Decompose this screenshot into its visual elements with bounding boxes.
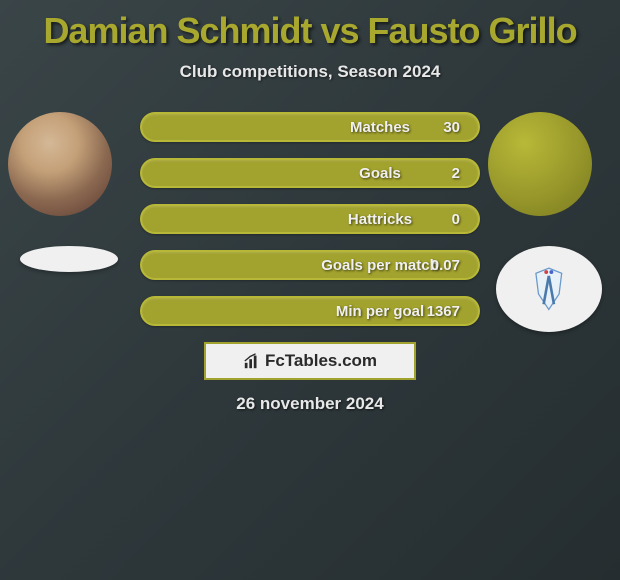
date-text: 26 november 2024 xyxy=(0,394,620,414)
brand-text: FcTables.com xyxy=(265,351,377,371)
stat-row: Matches 30 xyxy=(140,112,480,142)
stat-row: Goals 2 xyxy=(140,158,480,188)
stat-row: Goals per match 0.07 xyxy=(140,250,480,280)
stat-label: Goals xyxy=(142,165,478,182)
stat-label: Hattricks xyxy=(142,211,478,228)
stat-row: Hattricks 0 xyxy=(140,204,480,234)
stat-label: Matches xyxy=(142,119,478,136)
stat-value: 1367 xyxy=(427,303,460,320)
player-left-photo xyxy=(8,112,112,216)
club-right-logo xyxy=(496,246,602,332)
chart-icon xyxy=(243,352,261,370)
page-title: Damian Schmidt vs Fausto Grillo xyxy=(0,0,620,52)
brand-box: FcTables.com xyxy=(204,342,416,380)
subtitle: Club competitions, Season 2024 xyxy=(0,62,620,82)
stat-label: Goals per match xyxy=(142,257,478,274)
stat-value: 0.07 xyxy=(431,257,460,274)
club-left-logo xyxy=(20,246,118,272)
stat-row: Min per goal 1367 xyxy=(140,296,480,326)
stat-value: 30 xyxy=(443,119,460,136)
stat-rows: Matches 30 Goals 2 Hattricks 0 Goals per… xyxy=(140,112,480,326)
shield-icon xyxy=(517,263,581,315)
stat-value: 0 xyxy=(452,211,460,228)
player-right-photo xyxy=(488,112,592,216)
stat-value: 2 xyxy=(452,165,460,182)
stats-area: Matches 30 Goals 2 Hattricks 0 Goals per… xyxy=(0,112,620,326)
